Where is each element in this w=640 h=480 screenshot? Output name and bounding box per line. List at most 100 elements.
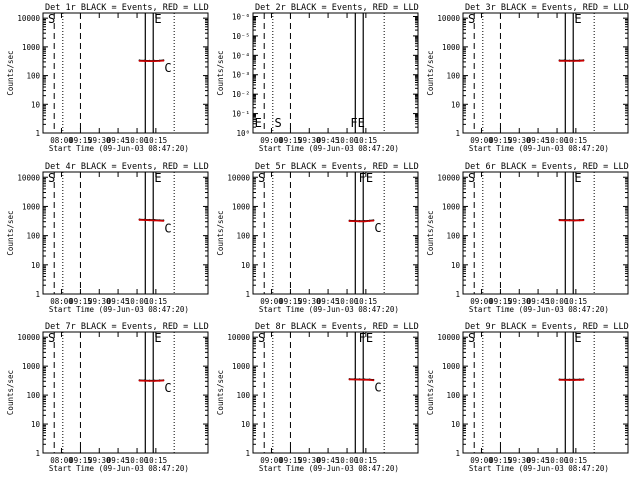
- marker-e: E: [574, 331, 581, 345]
- x-tick-label: 09:30: [508, 297, 531, 306]
- data-point: [563, 219, 566, 222]
- x-tick-label: 09:00: [260, 136, 283, 145]
- y-tick-label: 10: [241, 420, 251, 429]
- chart-panel-3: Det 3r BLACK = Events, RED = LLD 1 10 100 10…: [426, 3, 629, 153]
- marker-c: C: [374, 221, 381, 235]
- x-tick-label: 09:00: [470, 456, 493, 465]
- chart-panel-8: Det 8r BLACK = Events, RED = LLD 1 10 100 10…: [216, 322, 419, 473]
- marker-s: S: [274, 116, 281, 130]
- x-axis-label: Start Time (09-Jun-03 08:47:20): [469, 144, 609, 153]
- data-point: [563, 59, 566, 62]
- x-tick-label: 10:15: [145, 456, 168, 465]
- x-tick-label: 10:15: [565, 456, 588, 465]
- data-point: [162, 379, 165, 382]
- marker-fe: FE: [350, 116, 364, 130]
- x-tick-label: 10:00: [336, 456, 359, 465]
- data-point: [578, 379, 581, 381]
- y-axis-label: Counts/sec: [6, 370, 15, 415]
- y-tick-label: 10000: [17, 173, 40, 182]
- chart-panel-7: Det 7r BLACK = Events, RED = LLD 1 10 100 10…: [6, 322, 209, 473]
- x-tick-label: 09:15: [489, 136, 512, 145]
- data-point: [358, 378, 361, 381]
- y-tick-label: 1: [455, 129, 460, 138]
- x-tick-label: 09:15: [69, 456, 92, 465]
- data-point: [568, 379, 571, 381]
- x-tick-label: 10:15: [145, 297, 168, 306]
- data-point: [353, 378, 356, 381]
- y-axis-label: Counts/sec: [216, 370, 225, 415]
- data-point: [363, 220, 366, 223]
- y-tick-label: 10: [31, 420, 41, 429]
- x-tick-label: 09:30: [298, 136, 321, 145]
- x-tick-label: 09:45: [317, 297, 340, 306]
- x-tick-label: 10:15: [565, 297, 588, 306]
- y-tick-label: 100: [446, 232, 460, 241]
- y-tick-label: 1000: [442, 202, 461, 211]
- y-tick-label: 10⁻¹: [232, 110, 250, 119]
- x-tick-label: 09:00: [260, 297, 283, 306]
- data-point: [153, 60, 156, 63]
- y-tick-label: 100: [446, 391, 460, 400]
- y-tick-label: 1: [35, 449, 40, 458]
- plot-frame: [462, 12, 629, 134]
- x-tick-label: 09:30: [298, 456, 321, 465]
- x-tick-label: 10:15: [145, 136, 168, 145]
- x-tick-label: 09:45: [107, 456, 130, 465]
- x-tick-label: 08:00: [50, 456, 73, 465]
- y-tick-label: 100: [236, 391, 250, 400]
- y-tick-label: 10: [451, 261, 461, 270]
- chart-panel-9: Det 9r BLACK = Events, RED = LLD 1 10 100 10…: [426, 322, 629, 473]
- x-tick-label: 08:00: [50, 297, 73, 306]
- y-tick-label: 10: [31, 100, 41, 109]
- data-point: [153, 219, 156, 222]
- y-tick-label: 1: [455, 290, 460, 299]
- x-tick-label: 10:15: [565, 136, 588, 145]
- data-point: [158, 219, 161, 222]
- x-axis-label: Start Time (09-Jun-03 08:47:20): [469, 464, 609, 473]
- plot-frame: [252, 12, 419, 134]
- x-tick-label: 09:15: [69, 297, 92, 306]
- x-axis-label: Start Time (09-Jun-03 08:47:20): [49, 144, 189, 153]
- x-tick-label: 10:15: [355, 297, 378, 306]
- y-axis-label: Counts/sec: [426, 210, 435, 255]
- data-point: [162, 219, 165, 222]
- x-tick-label: 09:00: [260, 456, 283, 465]
- chart-title: Det 8r BLACK = Events, RED = LLD: [255, 322, 419, 332]
- x-axis-label: Start Time (09-Jun-03 08:47:20): [259, 144, 399, 153]
- data-point: [358, 220, 361, 223]
- x-tick-label: 10:00: [546, 136, 569, 145]
- x-tick-label: 09:30: [88, 297, 111, 306]
- marker-c: C: [164, 221, 171, 235]
- marker-s: S: [48, 171, 55, 185]
- chart-panel-4: Det 4r BLACK = Events, RED = LLD 1 10 100 10…: [6, 162, 209, 314]
- x-tick-label: 09:45: [527, 456, 550, 465]
- x-tick-label: 09:30: [298, 297, 321, 306]
- data-point: [148, 219, 151, 222]
- chart-panel-6: Det 6r BLACK = Events, RED = LLD 1 10 100 10…: [426, 162, 629, 314]
- data-point: [363, 378, 366, 381]
- marker-e: E: [574, 171, 581, 185]
- chart-title: Det 1r BLACK = Events, RED = LLD: [45, 3, 209, 13]
- marker-c: C: [374, 381, 381, 395]
- x-tick-label: 08:00: [50, 136, 73, 145]
- chart-title: Det 2r BLACK = Events, RED = LLD: [255, 3, 419, 13]
- data-point: [558, 219, 561, 222]
- y-tick-label: 10⁻²: [232, 90, 250, 99]
- plot-frame: [252, 171, 419, 295]
- y-tick-label: 10000: [17, 333, 40, 342]
- data-point: [138, 379, 141, 382]
- x-tick-label: 10:00: [546, 456, 569, 465]
- x-tick-label: 10:00: [546, 297, 569, 306]
- x-tick-label: 09:45: [527, 297, 550, 306]
- y-tick-label: 100: [26, 391, 40, 400]
- y-tick-label: 1000: [22, 43, 41, 52]
- x-tick-label: 09:30: [88, 136, 111, 145]
- marker-e: E: [255, 116, 262, 130]
- x-tick-label: 09:15: [69, 136, 92, 145]
- chart-panel-5: Det 5r BLACK = Events, RED = LLD 1 10 100 10…: [216, 162, 419, 314]
- marker-s: S: [48, 12, 55, 26]
- x-axis-label: Start Time (09-Jun-03 08:47:20): [259, 464, 399, 473]
- y-tick-label: 100: [26, 72, 40, 81]
- chart-title: Det 5r BLACK = Events, RED = LLD: [255, 162, 419, 172]
